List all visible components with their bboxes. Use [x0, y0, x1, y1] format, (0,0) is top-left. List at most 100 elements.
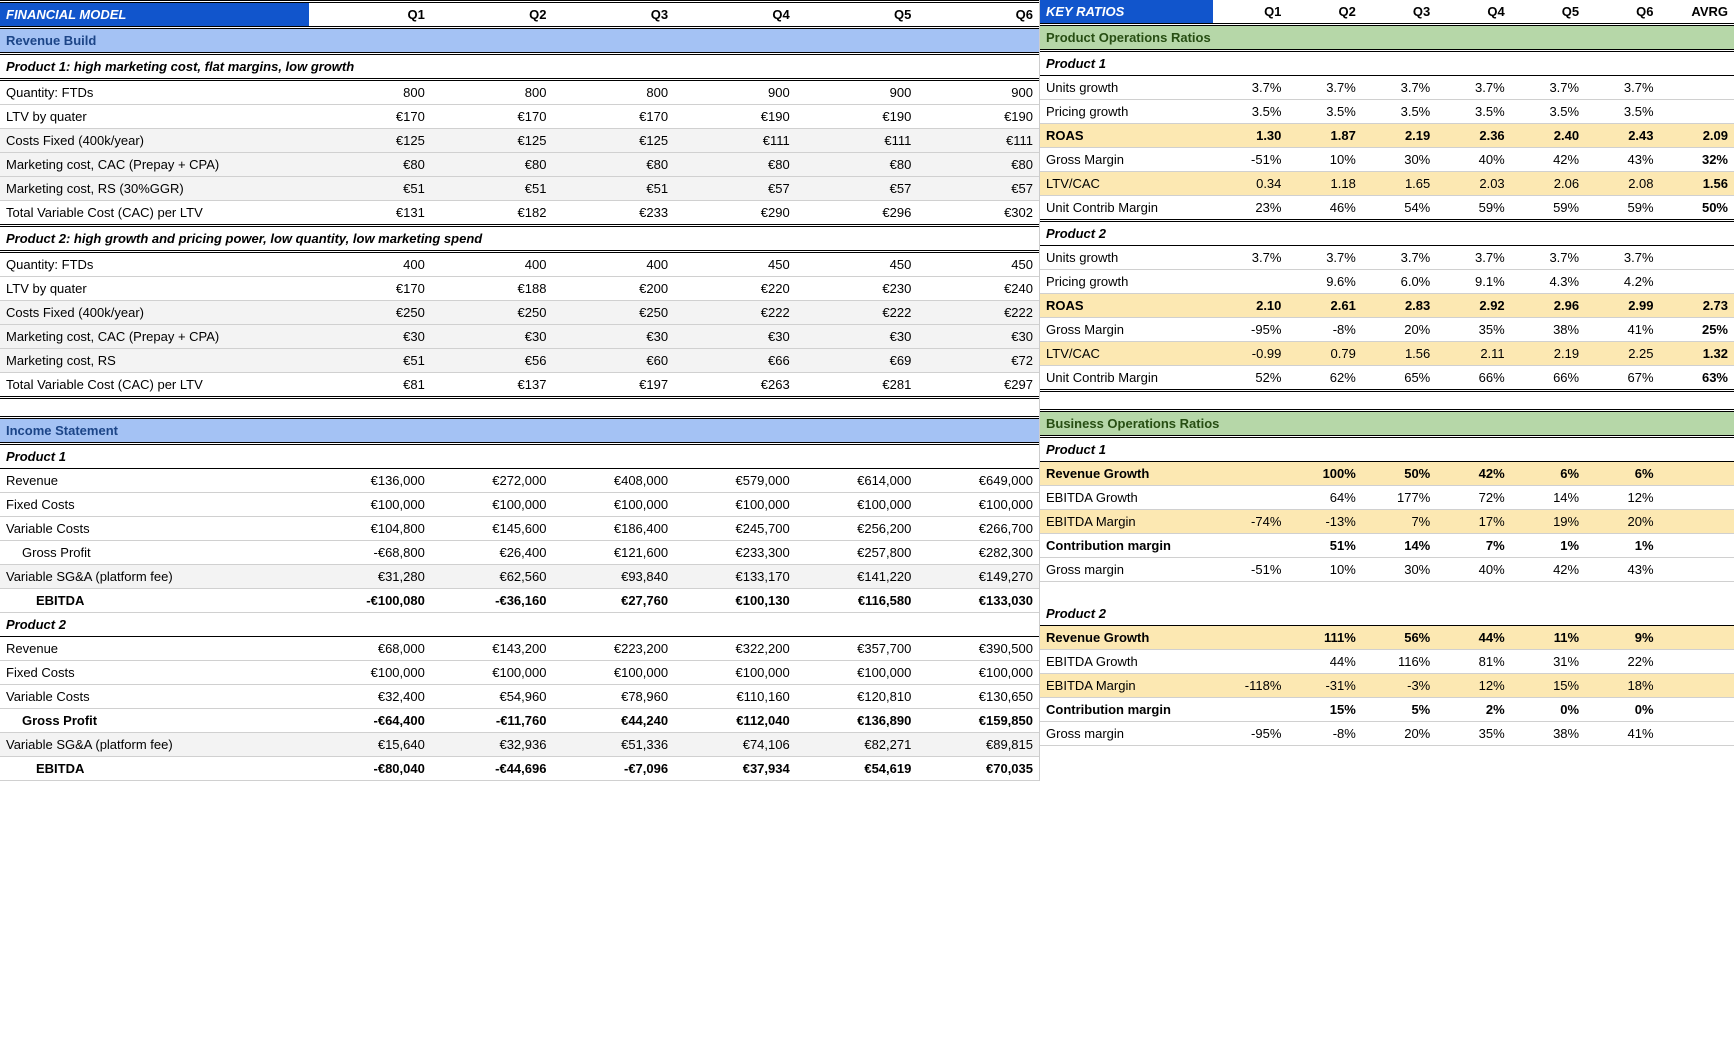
- cell[interactable]: -€11,760: [431, 709, 553, 733]
- cell[interactable]: 32%: [1660, 148, 1734, 172]
- cell[interactable]: €44,240: [552, 709, 674, 733]
- cell[interactable]: 3.7%: [1213, 246, 1287, 270]
- financial-model-table[interactable]: FINANCIAL MODELQ1Q2Q3Q4Q5Q6Revenue Build…: [0, 0, 1039, 781]
- cell[interactable]: 59%: [1511, 196, 1585, 221]
- cell[interactable]: 2.19: [1511, 342, 1585, 366]
- cell[interactable]: 52%: [1213, 366, 1287, 391]
- cell[interactable]: -118%: [1213, 674, 1287, 698]
- cell[interactable]: €30: [917, 325, 1039, 349]
- cell[interactable]: [1660, 510, 1734, 534]
- cell[interactable]: [1660, 486, 1734, 510]
- cell[interactable]: €100,000: [552, 661, 674, 685]
- cell[interactable]: €54,619: [796, 757, 918, 781]
- cell[interactable]: -51%: [1213, 558, 1287, 582]
- cell[interactable]: €30: [431, 325, 553, 349]
- cell[interactable]: 1.56: [1660, 172, 1734, 196]
- cell[interactable]: [1660, 76, 1734, 100]
- cell[interactable]: 2.36: [1436, 124, 1510, 148]
- cell[interactable]: -13%: [1287, 510, 1361, 534]
- cell[interactable]: 3.7%: [1585, 76, 1659, 100]
- cell[interactable]: 44%: [1287, 650, 1361, 674]
- cell[interactable]: €100,000: [796, 661, 918, 685]
- cell[interactable]: 800: [552, 80, 674, 105]
- cell[interactable]: €222: [674, 301, 796, 325]
- cell[interactable]: €130,650: [917, 685, 1039, 709]
- cell[interactable]: €111: [796, 129, 918, 153]
- cell[interactable]: 111%: [1287, 626, 1361, 650]
- cell[interactable]: €100,000: [309, 661, 431, 685]
- cell[interactable]: 64%: [1287, 486, 1361, 510]
- cell[interactable]: €408,000: [552, 469, 674, 493]
- cell[interactable]: 81%: [1436, 650, 1510, 674]
- cell[interactable]: -95%: [1213, 722, 1287, 746]
- cell[interactable]: €322,200: [674, 637, 796, 661]
- cell[interactable]: 9.1%: [1436, 270, 1510, 294]
- cell[interactable]: 0%: [1511, 698, 1585, 722]
- cell[interactable]: €282,300: [917, 541, 1039, 565]
- cell[interactable]: €131: [309, 201, 431, 226]
- cell[interactable]: €31,280: [309, 565, 431, 589]
- cell[interactable]: €37,934: [674, 757, 796, 781]
- cell[interactable]: 400: [431, 252, 553, 277]
- cell[interactable]: €30: [674, 325, 796, 349]
- cell[interactable]: €80: [309, 153, 431, 177]
- cell[interactable]: 1.32: [1660, 342, 1734, 366]
- cell[interactable]: 9%: [1585, 626, 1659, 650]
- cell[interactable]: 6%: [1585, 462, 1659, 486]
- cell[interactable]: 9.6%: [1287, 270, 1361, 294]
- cell[interactable]: 42%: [1511, 558, 1585, 582]
- cell[interactable]: [1660, 270, 1734, 294]
- cell[interactable]: €266,700: [917, 517, 1039, 541]
- cell[interactable]: 3.5%: [1287, 100, 1361, 124]
- cell[interactable]: -€7,096: [552, 757, 674, 781]
- cell[interactable]: €100,000: [674, 661, 796, 685]
- cell[interactable]: €70,035: [917, 757, 1039, 781]
- cell[interactable]: €159,850: [917, 709, 1039, 733]
- cell[interactable]: €51: [309, 349, 431, 373]
- cell[interactable]: 3.7%: [1511, 76, 1585, 100]
- cell[interactable]: 2.11: [1436, 342, 1510, 366]
- cell[interactable]: €69: [796, 349, 918, 373]
- cell[interactable]: 2.25: [1585, 342, 1659, 366]
- cell[interactable]: 3.5%: [1585, 100, 1659, 124]
- key-ratios-table[interactable]: KEY RATIOSQ1Q2Q3Q4Q5Q6AVRGProduct Operat…: [1040, 0, 1734, 746]
- cell[interactable]: 3.5%: [1362, 100, 1436, 124]
- cell[interactable]: €68,000: [309, 637, 431, 661]
- cell[interactable]: €649,000: [917, 469, 1039, 493]
- cell[interactable]: €81: [309, 373, 431, 398]
- cell[interactable]: 2.61: [1287, 294, 1361, 318]
- cell[interactable]: 30%: [1362, 148, 1436, 172]
- cell[interactable]: €80: [917, 153, 1039, 177]
- cell[interactable]: €93,840: [552, 565, 674, 589]
- cell[interactable]: 6.0%: [1362, 270, 1436, 294]
- cell[interactable]: 1.65: [1362, 172, 1436, 196]
- cell[interactable]: 2.10: [1213, 294, 1287, 318]
- cell[interactable]: 2.06: [1511, 172, 1585, 196]
- cell[interactable]: €197: [552, 373, 674, 398]
- cell[interactable]: 20%: [1585, 510, 1659, 534]
- cell[interactable]: €257,800: [796, 541, 918, 565]
- cell[interactable]: €51: [309, 177, 431, 201]
- cell[interactable]: €186,400: [552, 517, 674, 541]
- cell[interactable]: 41%: [1585, 318, 1659, 342]
- cell[interactable]: 1.56: [1362, 342, 1436, 366]
- cell[interactable]: €26,400: [431, 541, 553, 565]
- cell[interactable]: 2.83: [1362, 294, 1436, 318]
- cell[interactable]: 50%: [1362, 462, 1436, 486]
- cell[interactable]: 10%: [1287, 558, 1361, 582]
- cell[interactable]: [1213, 270, 1287, 294]
- cell[interactable]: -€68,800: [309, 541, 431, 565]
- cell[interactable]: 30%: [1362, 558, 1436, 582]
- cell[interactable]: €51: [431, 177, 553, 201]
- cell[interactable]: €240: [917, 277, 1039, 301]
- cell[interactable]: 450: [796, 252, 918, 277]
- cell[interactable]: €200: [552, 277, 674, 301]
- cell[interactable]: €133,030: [917, 589, 1039, 613]
- cell[interactable]: 42%: [1436, 462, 1510, 486]
- cell[interactable]: €32,400: [309, 685, 431, 709]
- cell[interactable]: -8%: [1287, 722, 1361, 746]
- cell[interactable]: €104,800: [309, 517, 431, 541]
- cell[interactable]: €110,160: [674, 685, 796, 709]
- cell[interactable]: 35%: [1436, 722, 1510, 746]
- cell[interactable]: 63%: [1660, 366, 1734, 391]
